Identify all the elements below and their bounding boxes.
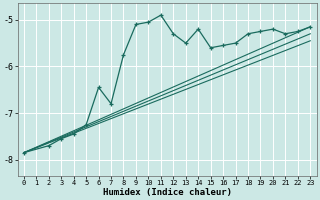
- X-axis label: Humidex (Indice chaleur): Humidex (Indice chaleur): [103, 188, 232, 197]
